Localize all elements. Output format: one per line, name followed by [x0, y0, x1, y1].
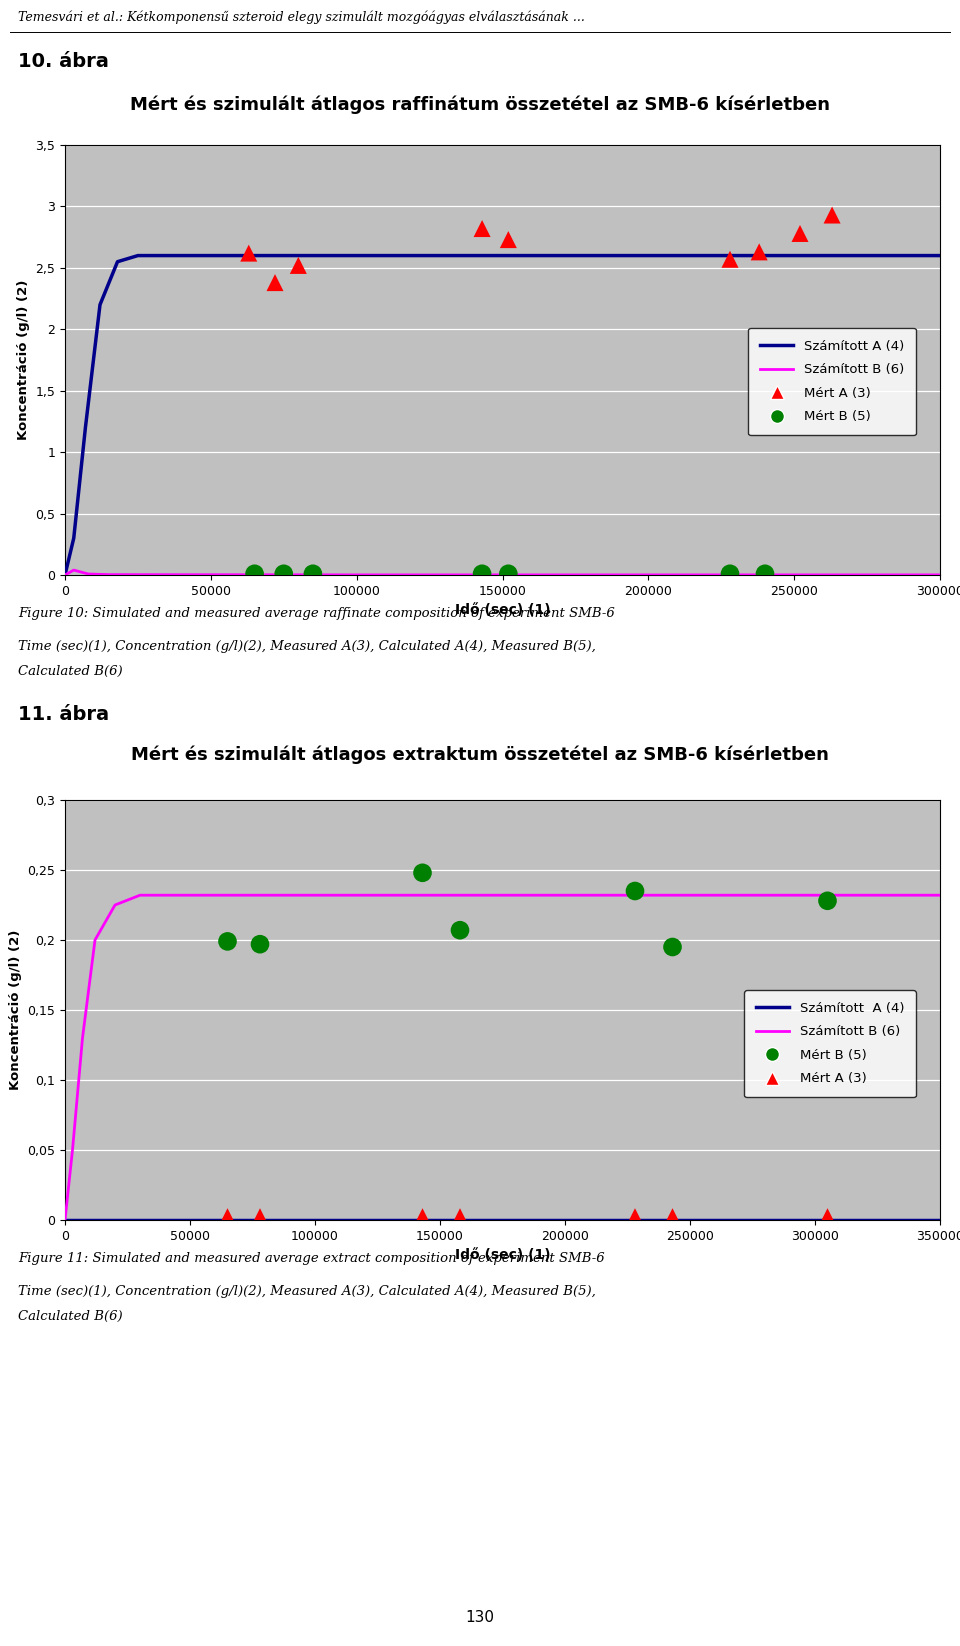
Point — [722, 247, 737, 273]
Text: Time (sec)(1), Concentration (g/l)(2), Measured A(3), Calculated A(4), Measured : Time (sec)(1), Concentration (g/l)(2), M… — [18, 1286, 596, 1299]
Point — [627, 1203, 642, 1230]
Point — [722, 561, 737, 588]
Point — [474, 561, 490, 588]
Text: Calculated B(6): Calculated B(6) — [18, 665, 123, 678]
Point — [665, 1203, 681, 1230]
Point — [247, 561, 262, 588]
Text: 11. ábra: 11. ábra — [18, 704, 109, 724]
Point — [757, 561, 773, 588]
Point — [291, 252, 306, 278]
Text: Mért és szimulált átlagos extraktum összetétel az SMB-6 kísérletben: Mért és szimulált átlagos extraktum össz… — [132, 746, 828, 764]
Point — [501, 561, 516, 588]
Text: Figure 11: Simulated and measured average extract composition of experiment SMB-: Figure 11: Simulated and measured averag… — [18, 1253, 605, 1266]
Point — [452, 1203, 468, 1230]
Point — [665, 933, 681, 960]
Point — [252, 932, 268, 958]
Point — [252, 1203, 268, 1230]
Point — [820, 887, 835, 914]
Point — [305, 561, 321, 588]
Text: Figure 10: Simulated and measured average raffinate composition of experiment SM: Figure 10: Simulated and measured averag… — [18, 607, 614, 621]
Point — [474, 216, 490, 242]
Point — [792, 221, 807, 247]
Point — [752, 239, 767, 265]
X-axis label: Idő (sec) (1): Idő (sec) (1) — [455, 604, 550, 617]
Legend: Számított A (4), Számított B (6), Mért A (3), Mért B (5): Számított A (4), Számított B (6), Mért A… — [749, 328, 916, 435]
Y-axis label: Koncentráció (g/l) (2): Koncentráció (g/l) (2) — [16, 280, 30, 439]
X-axis label: Idő (sec) (1): Idő (sec) (1) — [455, 1248, 550, 1262]
Point — [415, 859, 430, 886]
Point — [627, 877, 642, 904]
Point — [220, 928, 235, 955]
Point — [276, 561, 292, 588]
Point — [220, 1203, 235, 1230]
Text: 130: 130 — [466, 1610, 494, 1625]
Legend: Számított  A (4), Számított B (6), Mért B (5), Mért A (3): Számított A (4), Számított B (6), Mért B… — [744, 989, 916, 1098]
Point — [452, 917, 468, 943]
Text: Temesvári et al.: Kétkomponensű szteroid elegy szimulált mozgóágyas elválasztásá: Temesvári et al.: Kétkomponensű szteroid… — [18, 10, 585, 23]
Text: Time (sec)(1), Concentration (g/l)(2), Measured A(3), Calculated A(4), Measured : Time (sec)(1), Concentration (g/l)(2), M… — [18, 640, 596, 653]
Text: 10. ábra: 10. ábra — [18, 53, 108, 71]
Point — [501, 227, 516, 253]
Point — [415, 1203, 430, 1230]
Point — [820, 1203, 835, 1230]
Point — [825, 202, 840, 229]
Text: Mért és szimulált átlagos raffinátum összetétel az SMB-6 kísérletben: Mért és szimulált átlagos raffinátum öss… — [130, 95, 830, 114]
Text: Calculated B(6): Calculated B(6) — [18, 1310, 123, 1323]
Point — [267, 270, 282, 296]
Y-axis label: Koncentráció (g/l) (2): Koncentráció (g/l) (2) — [9, 930, 22, 1090]
Point — [241, 240, 256, 267]
